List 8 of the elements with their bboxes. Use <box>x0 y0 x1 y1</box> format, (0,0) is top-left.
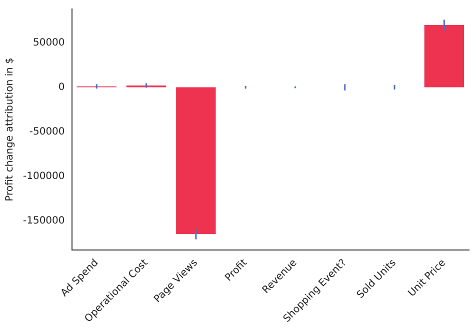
bar <box>176 87 216 234</box>
y-tick-label: 50000 <box>32 37 65 48</box>
y-tick-label: 0 <box>58 82 65 93</box>
y-tick-label: -150000 <box>22 215 65 226</box>
y-tick-label: -100000 <box>22 170 65 182</box>
bar <box>424 25 464 88</box>
y-tick-label: -50000 <box>29 126 65 138</box>
y-axis-title: Profit change attribution in $ <box>4 58 16 202</box>
